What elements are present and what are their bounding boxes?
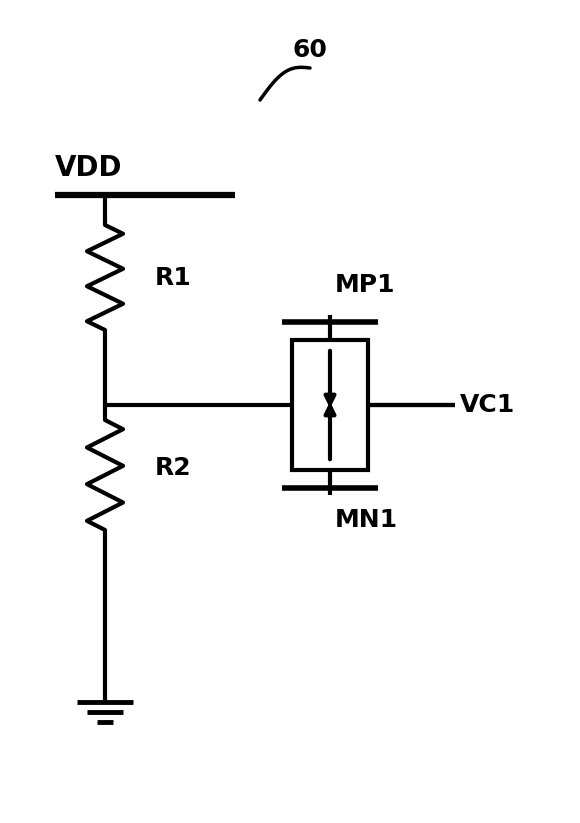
Text: 60: 60 xyxy=(292,38,328,62)
Text: MP1: MP1 xyxy=(335,273,396,297)
Text: VDD: VDD xyxy=(55,154,122,182)
Text: R2: R2 xyxy=(155,456,191,480)
Bar xyxy=(292,340,368,470)
Text: R1: R1 xyxy=(155,266,192,290)
Text: VC1: VC1 xyxy=(460,393,515,417)
Text: MN1: MN1 xyxy=(335,508,398,532)
